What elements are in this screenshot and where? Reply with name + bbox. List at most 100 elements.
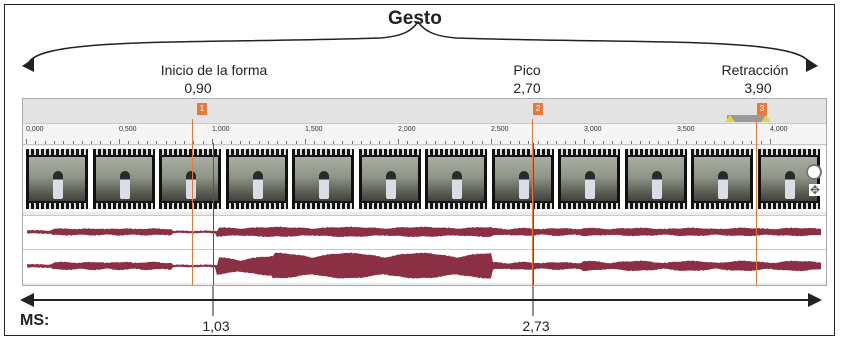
gesture-title: Gesto — [388, 8, 442, 29]
ruler-tick — [639, 141, 641, 144]
ruler-tick — [379, 141, 381, 144]
ruler-label: 4,000 — [770, 126, 788, 133]
video-frame-thumbnail[interactable] — [159, 149, 221, 209]
value-pico: 2,70 — [513, 80, 541, 96]
ruler-tick — [258, 141, 260, 144]
ruler-tick — [407, 141, 409, 144]
ruler-tick — [239, 141, 241, 144]
video-editor-panel: 1 2 3 0,000 0,500 1,000 1,500 2,000 2,50… — [22, 98, 827, 286]
ruler-tick — [611, 141, 613, 144]
ruler-tick — [314, 141, 316, 144]
ruler-tick — [44, 141, 46, 144]
ruler-label: 3,500 — [677, 126, 695, 133]
video-frame-thumbnail[interactable] — [425, 149, 487, 209]
ruler-tick — [667, 141, 669, 144]
video-frame-thumbnail[interactable] — [292, 149, 354, 209]
ruler-tick — [435, 141, 437, 144]
ms-line-2 — [533, 143, 534, 285]
ruler-tick — [770, 139, 771, 144]
ruler-tick — [528, 141, 530, 144]
ruler-tick — [630, 141, 632, 144]
video-frame-thumbnail[interactable] — [558, 149, 620, 209]
label-retraccion: Retracción — [721, 62, 789, 78]
loop-end-handle[interactable] — [761, 115, 771, 122]
ruler-label: 2,000 — [398, 126, 416, 133]
video-frame-thumbnail[interactable] — [757, 149, 820, 209]
ruler-tick — [63, 141, 65, 144]
ruler-tick — [398, 139, 399, 144]
ruler-tick — [230, 141, 232, 144]
video-frame-thumbnail[interactable] — [691, 149, 753, 209]
ruler-tick — [72, 141, 74, 144]
ruler-tick — [556, 141, 558, 144]
ruler-tick — [156, 141, 158, 144]
ruler-tick — [277, 141, 279, 144]
ruler-tick — [184, 141, 186, 144]
ruler-label: 2,500 — [491, 126, 509, 133]
ms-label: MS: — [20, 312, 50, 329]
ruler-label: 3,000 — [584, 126, 602, 133]
ruler-tick — [286, 141, 288, 144]
ruler-tick — [509, 141, 511, 144]
ruler-tick — [686, 141, 688, 144]
ms-line-1 — [213, 143, 214, 285]
ruler-tick — [453, 141, 455, 144]
figure-frame — [4, 4, 835, 336]
waveform-channel-1 — [27, 226, 821, 238]
timeline-ruler[interactable]: 0,000 0,500 1,000 1,500 2,000 2,500 3,00… — [23, 123, 826, 145]
zoom-icon[interactable] — [806, 164, 822, 180]
video-frame-thumbnail[interactable] — [225, 149, 288, 209]
ms-value-1: 1,03 — [202, 318, 230, 334]
ruler-tick — [658, 141, 660, 144]
marker-line-2 — [532, 119, 533, 285]
ruler-tick — [444, 141, 446, 144]
ruler-tick — [323, 141, 325, 144]
ruler-tick — [565, 141, 567, 144]
ruler-tick — [546, 141, 548, 144]
video-frame-thumbnail[interactable] — [624, 149, 687, 209]
ruler-tick — [128, 141, 130, 144]
ruler-tick — [714, 141, 716, 144]
ruler-label: 1,500 — [305, 126, 323, 133]
move-icon[interactable]: ✥ — [809, 183, 821, 197]
video-frame-thumbnail[interactable] — [358, 149, 421, 209]
ruler-tick — [370, 141, 372, 144]
marker-line-3 — [756, 119, 757, 285]
audio-track-1[interactable] — [23, 215, 826, 249]
ruler-tick — [202, 141, 204, 144]
ruler-tick — [491, 139, 492, 144]
marker-flag-3[interactable]: 3 — [757, 103, 767, 115]
marker-flag-1[interactable]: 1 — [197, 103, 207, 115]
marker-bar[interactable]: 1 2 3 — [23, 99, 826, 123]
ruler-tick — [760, 141, 762, 144]
video-frame-thumbnail[interactable] — [26, 149, 88, 209]
ruler-tick — [305, 139, 306, 144]
video-track[interactable]: ✥ — [23, 146, 826, 212]
ruler-tick — [472, 141, 474, 144]
ruler-tick — [602, 141, 604, 144]
label-pico: Pico — [513, 62, 541, 78]
ruler-tick — [704, 141, 706, 144]
ruler-tick — [100, 141, 102, 144]
ruler-tick — [249, 141, 251, 144]
marker-flag-2[interactable]: 2 — [533, 103, 543, 115]
ruler-tick — [26, 139, 27, 144]
ruler-tick — [165, 141, 167, 144]
ruler-tick — [146, 141, 148, 144]
ruler-tick — [342, 141, 344, 144]
video-frame-thumbnail[interactable] — [92, 149, 155, 209]
ruler-tick — [81, 141, 83, 144]
loop-region[interactable] — [727, 115, 767, 122]
value-inicio: 0,90 — [184, 80, 212, 96]
video-frame-thumbnail[interactable] — [491, 149, 554, 209]
audio-track-2[interactable] — [23, 249, 826, 283]
ruler-tick — [295, 141, 297, 144]
ruler-tick — [221, 141, 223, 144]
loop-start-handle[interactable] — [725, 115, 735, 122]
ruler-tick — [119, 139, 120, 144]
ruler-label: 1,000 — [212, 126, 230, 133]
ruler-tick — [621, 141, 623, 144]
ruler-tick — [351, 141, 353, 144]
ruler-tick — [425, 141, 427, 144]
